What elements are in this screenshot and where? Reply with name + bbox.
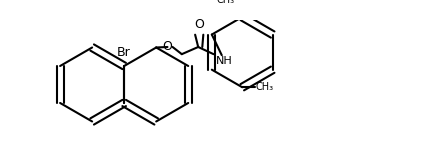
Text: Br: Br	[116, 46, 130, 59]
Text: CH₃: CH₃	[256, 82, 273, 92]
Text: O: O	[162, 41, 173, 53]
Text: CH₃: CH₃	[217, 0, 235, 5]
Text: NH: NH	[216, 56, 232, 66]
Text: O: O	[194, 18, 204, 31]
